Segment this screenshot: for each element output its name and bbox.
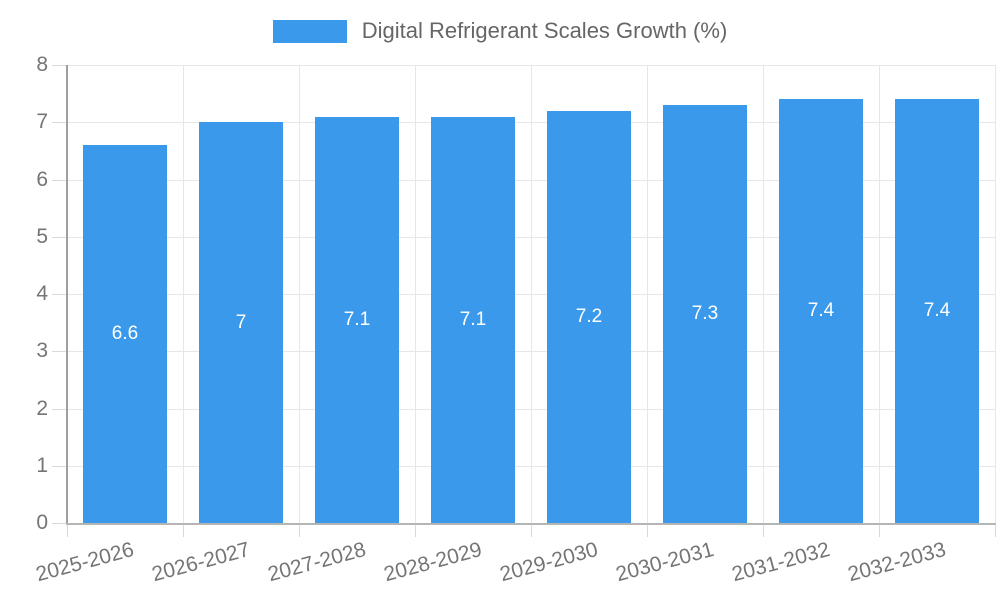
x-tick-label: 2026-2027 <box>148 538 252 587</box>
bar-value-label: 7 <box>235 311 247 333</box>
y-tick <box>52 65 67 66</box>
x-grid-line <box>531 65 532 523</box>
bar-value-label: 7.3 <box>691 303 719 325</box>
x-tick <box>879 524 880 537</box>
y-tick <box>52 179 67 181</box>
x-tick <box>647 524 648 537</box>
bar-value-label: 7.1 <box>343 308 371 330</box>
y-tick-label: 3 <box>36 339 48 363</box>
y-axis-line <box>66 65 68 525</box>
x-tick-label: 2030-2031 <box>612 538 716 587</box>
y-tick-label: 4 <box>36 282 48 305</box>
y-tick <box>52 351 67 353</box>
x-tick <box>995 524 996 537</box>
bar[interactable]: 7.4 <box>779 99 863 523</box>
y-tick-label: 7 <box>36 110 48 134</box>
bar[interactable]: 6.6 <box>83 145 167 523</box>
y-tick-label: 2 <box>36 396 48 420</box>
x-tick <box>763 524 764 537</box>
legend-swatch <box>272 19 347 43</box>
x-tick-label: 2025-2026 <box>32 538 136 587</box>
x-grid-line <box>763 65 764 523</box>
y-tick-label: 1 <box>36 453 48 477</box>
x-tick <box>531 524 532 537</box>
bar-value-label: 7.4 <box>923 300 951 322</box>
y-tick-label: 0 <box>36 511 48 534</box>
legend-label: Digital Refrigerant Scales Growth (%) <box>361 18 728 43</box>
y-tick <box>52 465 67 467</box>
x-grid-line <box>879 65 880 523</box>
x-grid-line <box>647 65 648 523</box>
y-tick <box>52 408 67 410</box>
bar[interactable]: 7.4 <box>895 99 979 523</box>
x-tick <box>183 524 184 537</box>
x-grid-line <box>183 65 184 523</box>
x-tick-label: 2028-2029 <box>380 538 484 587</box>
y-tick <box>52 122 67 124</box>
x-grid-line <box>299 65 300 523</box>
x-tick <box>67 524 68 537</box>
bar-value-label: 7.4 <box>807 300 835 322</box>
bar[interactable]: 7.3 <box>663 105 747 523</box>
bar[interactable]: 7.2 <box>547 110 631 523</box>
bar[interactable]: 7.1 <box>431 116 515 523</box>
y-tick <box>52 523 67 524</box>
x-tick-label: 2027-2028 <box>264 538 368 587</box>
y-tick <box>52 294 67 295</box>
y-tick-label: 5 <box>36 224 48 248</box>
x-grid-line <box>415 65 416 523</box>
x-tick-label: 2031-2032 <box>728 538 832 587</box>
x-axis-line <box>66 523 996 525</box>
bar[interactable]: 7 <box>199 122 283 523</box>
bar-value-label: 7.2 <box>575 305 603 327</box>
x-grid-line <box>995 65 996 523</box>
bar[interactable]: 7.1 <box>315 116 399 523</box>
bar-value-label: 7.1 <box>459 308 487 330</box>
x-tick <box>415 524 416 537</box>
y-tick-label: 8 <box>36 53 48 76</box>
y-tick-label: 6 <box>36 167 48 191</box>
bar-value-label: 6.6 <box>111 323 139 345</box>
x-tick-label: 2032-2033 <box>844 538 948 587</box>
x-tick <box>299 524 300 537</box>
legend-item[interactable]: Digital Refrigerant Scales Growth (%) <box>0 16 1000 46</box>
x-tick-label: 2029-2030 <box>496 538 600 587</box>
y-tick <box>52 236 67 238</box>
